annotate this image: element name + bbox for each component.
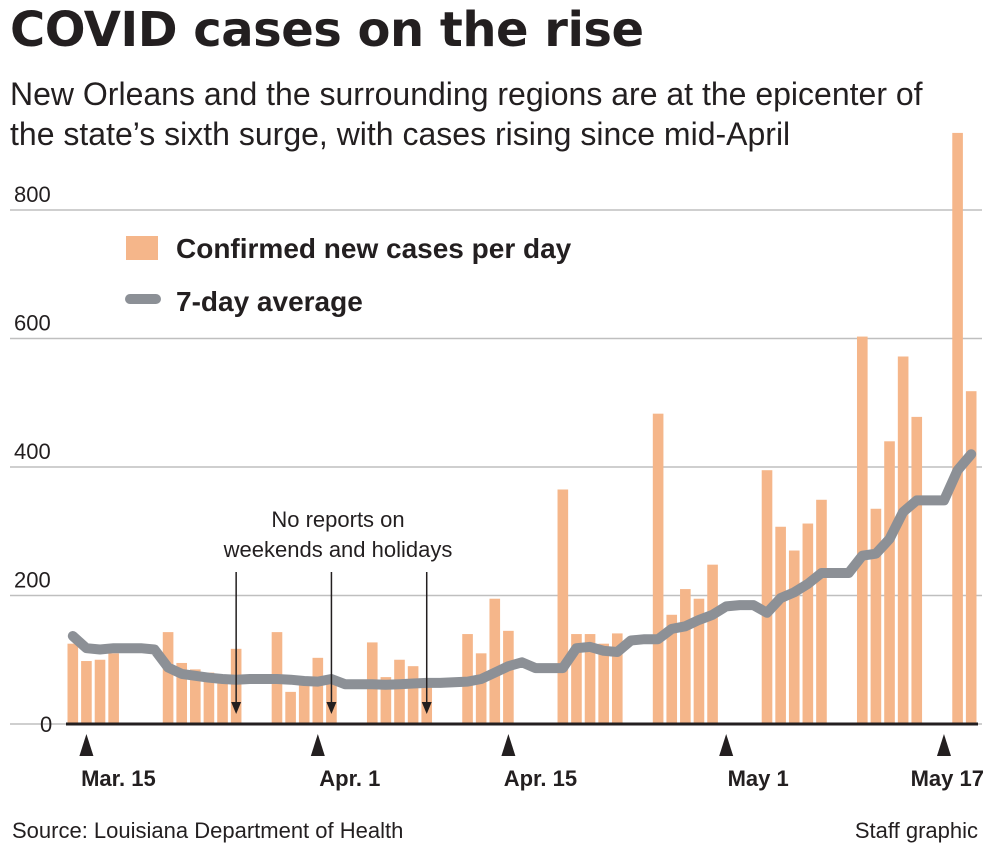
bar [802,523,814,724]
bar [652,413,664,724]
y-tick-label: 600 [14,311,51,336]
annotation-arrowhead [421,702,432,714]
bar [407,666,419,724]
legend-bar-swatch [126,236,158,260]
staff-credit: Staff graphic [854,818,978,843]
bar [571,634,582,724]
bar [176,662,188,724]
bar [312,657,324,724]
bar [190,669,201,724]
bar [884,441,895,724]
bar [897,356,909,724]
annotation-arrowhead [231,702,242,714]
bar [611,633,623,724]
x-tick-marker [501,734,516,756]
bar [94,659,106,724]
legend-bar-label: Confirmed new cases per day [176,233,572,264]
x-tick-label: May 1 [728,766,789,791]
bar [775,526,786,724]
source-note: Source: Louisiana Department of Health [12,818,404,843]
bar [584,634,596,724]
annotation-text: weekends and holidays [223,537,453,562]
x-tick-marker [936,734,951,756]
y-tick-label: 0 [40,712,52,737]
y-tick-label: 400 [14,439,51,464]
x-tick-label: Apr. 1 [319,766,380,791]
bar [911,416,923,724]
chart-title: COVID cases on the rise [10,2,644,58]
x-tick-label: Apr. 15 [504,766,577,791]
x-tick-marker [79,734,94,756]
bar [217,675,228,724]
bar [666,614,678,724]
bar [761,470,773,724]
bar [707,564,718,724]
annotation-arrowhead [326,702,337,714]
bar [394,659,405,724]
bar [108,653,119,724]
x-tick-label: May 17 [911,766,984,791]
bar [856,336,868,724]
bar [203,672,215,724]
bar [557,489,569,724]
x-tick-label: Mar. 15 [81,766,156,791]
annotation-text: No reports on [271,507,404,532]
x-tick-marker [310,734,325,756]
bar [816,499,827,724]
bar [680,589,691,724]
bar [965,391,977,724]
bar [870,508,882,724]
bar [285,691,296,724]
bar [693,598,705,724]
bar [380,677,392,724]
bar [598,643,609,724]
bar [298,684,310,724]
bar [489,598,501,724]
bar [952,132,963,724]
bar [503,630,514,724]
bar [475,653,487,724]
bar [162,632,174,724]
legend-line-label: 7-day average [176,286,363,317]
x-tick-marker [719,734,734,756]
bar [81,661,92,724]
bar [67,643,79,724]
bar [788,550,800,724]
y-tick-label: 200 [14,568,51,593]
y-tick-label: 800 [14,182,51,207]
chart-subtitle: New Orleans and the surrounding regions … [10,76,923,152]
average-line [67,449,977,690]
